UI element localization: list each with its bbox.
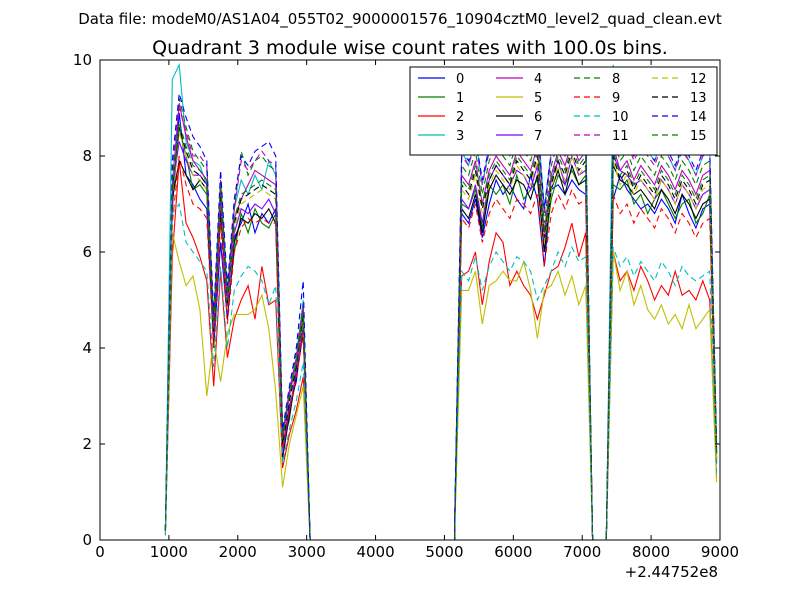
y-tick-label: 8: [82, 147, 92, 165]
plot-frame: [99, 59, 721, 541]
x-tick-label: 8000: [632, 543, 670, 561]
legend-label-4: 4: [534, 72, 542, 87]
series-line-7: [164, 141, 718, 540]
series-line-6: [164, 159, 718, 540]
y-tick-label: 6: [82, 243, 92, 261]
series-line-15: [164, 122, 718, 540]
legend-label-11: 11: [612, 129, 629, 144]
legend-label-9: 9: [612, 91, 620, 106]
data-file-label: Data file: modeM0/AS1A04_055T02_90000015…: [78, 10, 722, 29]
series-line-2: [164, 160, 718, 540]
legend-label-0: 0: [456, 72, 464, 87]
chart-title: Quadrant 3 module wise count rates with …: [152, 37, 668, 59]
series-line-11: [164, 107, 718, 540]
x-tick-label: 3000: [288, 543, 326, 561]
legend-box: [409, 66, 718, 156]
legend-label-6: 6: [534, 110, 542, 125]
x-tick-label: 6000: [494, 543, 532, 561]
y-tick-label: 2: [82, 435, 92, 453]
legend-label-12: 12: [690, 72, 707, 87]
y-tick-label: 0: [82, 531, 92, 549]
legend-label-14: 14: [690, 110, 707, 125]
series-line-14: [164, 93, 718, 540]
series-line-9: [164, 155, 718, 540]
x-tick-label: 1000: [150, 543, 188, 561]
legend-label-8: 8: [612, 72, 620, 87]
series-line-4: [164, 103, 718, 540]
series-line-1: [164, 127, 718, 540]
legend-label-15: 15: [690, 129, 707, 144]
legend-label-2: 2: [456, 110, 464, 125]
y-tick-label: 10: [73, 51, 92, 69]
series-line-10: [164, 202, 718, 540]
legend-label-7: 7: [534, 129, 542, 144]
series-line-0: [164, 112, 718, 540]
series-line-12: [164, 131, 718, 540]
legend-label-1: 1: [456, 91, 464, 106]
legend-label-5: 5: [534, 91, 542, 106]
axes: 0 1000 2000 3000 4000 5000 6000 7000 8000 9000 0 2 4…: [73, 51, 739, 561]
x-tick-label: 4000: [356, 543, 394, 561]
x-tick-label: 9000: [701, 543, 739, 561]
x-tick-label: 0: [95, 543, 105, 561]
x-tick-label: 7000: [563, 543, 601, 561]
x-tick-label: 5000: [425, 543, 463, 561]
series-line-5: [164, 232, 718, 540]
series-line-13: [164, 127, 718, 540]
legend-label-3: 3: [456, 129, 464, 144]
legend-label-10: 10: [612, 110, 629, 125]
legend-label-13: 13: [690, 91, 707, 106]
x-tick-label: 2000: [219, 543, 257, 561]
y-tick-label: 4: [82, 339, 92, 357]
x-axis-offset-label: +2.44752e8: [625, 563, 718, 581]
